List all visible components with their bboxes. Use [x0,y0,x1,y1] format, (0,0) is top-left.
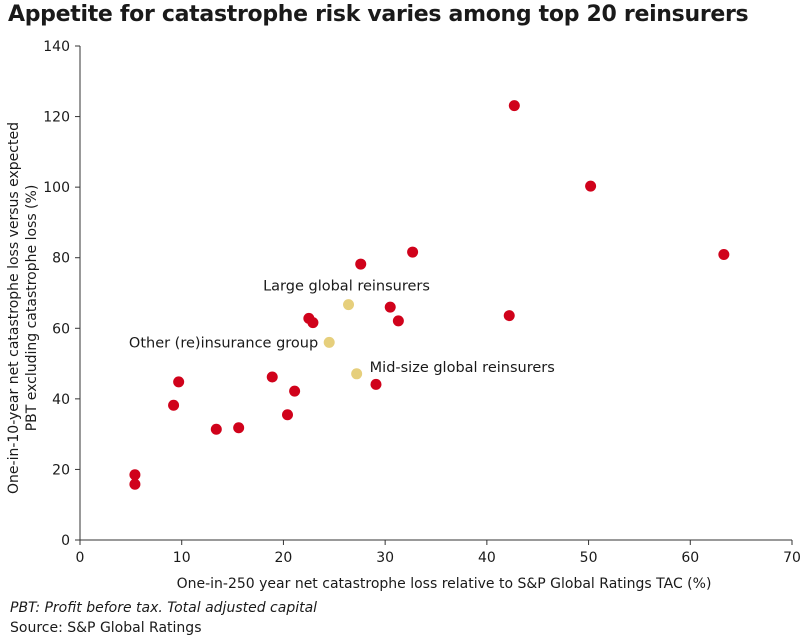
scatter-chart: 0 20 40 60 80 100 120 140 0 10 20 30 40 50 60 70 Large… [6,39,800,592]
x-tick-label: 0 [76,550,85,566]
reinsurer-data-point [384,301,396,313]
y-tick-label: 60 [52,321,70,337]
axis-labels: One-in-250 year net catastrophe loss rel… [6,122,711,592]
reinsurer-data-point [210,423,222,435]
y-axis-label-line: One-in-10-year net catastrophe loss vers… [6,122,22,494]
reinsurer-data-point [355,258,367,270]
source-note: Source: S&P Global Ratings [10,620,202,636]
reinsurer-data-point [370,378,382,390]
y-tick-label: 120 [43,110,70,126]
x-tick-label: 10 [173,550,191,566]
reinsurer-data-point [503,310,515,322]
x-ticks: 0 10 20 30 40 50 60 70 [76,540,800,566]
x-tick-label: 60 [681,550,699,566]
y-ticks: 0 20 40 60 80 100 120 140 [43,39,80,549]
reinsurer-data-point [129,469,141,481]
reinsurer-data-point [718,249,730,261]
reinsurer-data-point [233,422,245,434]
annotations: Large global reinsurers Other (re)insuran… [129,279,555,376]
x-tick-label: 40 [478,550,496,566]
footnote: PBT: Profit before tax. Total adjusted c… [10,600,318,616]
reinsurer-data-point [585,180,597,192]
axes [79,46,792,541]
reinsurer-data-point [407,246,419,258]
annotation-label: Mid-size global reinsurers [370,360,555,376]
reinsurer-data-point [289,385,301,397]
y-axis-label-line: PBT excluding catastrophe loss (%) [24,185,40,432]
y-axis-label: One-in-10-year net catastrophe loss vers… [6,122,40,494]
reinsurer-data-point [266,371,278,383]
x-axis-label: One-in-250 year net catastrophe loss rel… [177,576,712,592]
reinsurer-data-point [307,317,319,329]
data-points [129,100,730,490]
chart-title: Appetite for catastrophe risk varies amo… [8,2,749,27]
reinsurer-data-point [392,315,404,327]
x-tick-label: 70 [783,550,800,566]
y-tick-label: 20 [52,462,70,478]
annotation-label: Large global reinsurers [263,279,430,295]
group-data-point [323,336,335,348]
y-tick-label: 40 [52,392,70,408]
x-tick-label: 20 [275,550,293,566]
reinsurer-data-point [129,478,141,490]
reinsurer-data-point [281,409,293,421]
x-tick-label: 50 [580,550,598,566]
annotation-label: Other (re)insurance group [129,335,318,351]
reinsurer-data-point [168,399,180,411]
group-data-point [343,299,355,311]
y-tick-label: 0 [61,533,70,549]
y-tick-label: 80 [52,251,70,267]
reinsurer-data-point [508,100,520,112]
y-tick-label: 100 [43,180,70,196]
x-tick-label: 30 [376,550,394,566]
reinsurer-data-point [173,376,185,388]
group-data-point [351,368,363,380]
y-tick-label: 140 [43,39,70,55]
